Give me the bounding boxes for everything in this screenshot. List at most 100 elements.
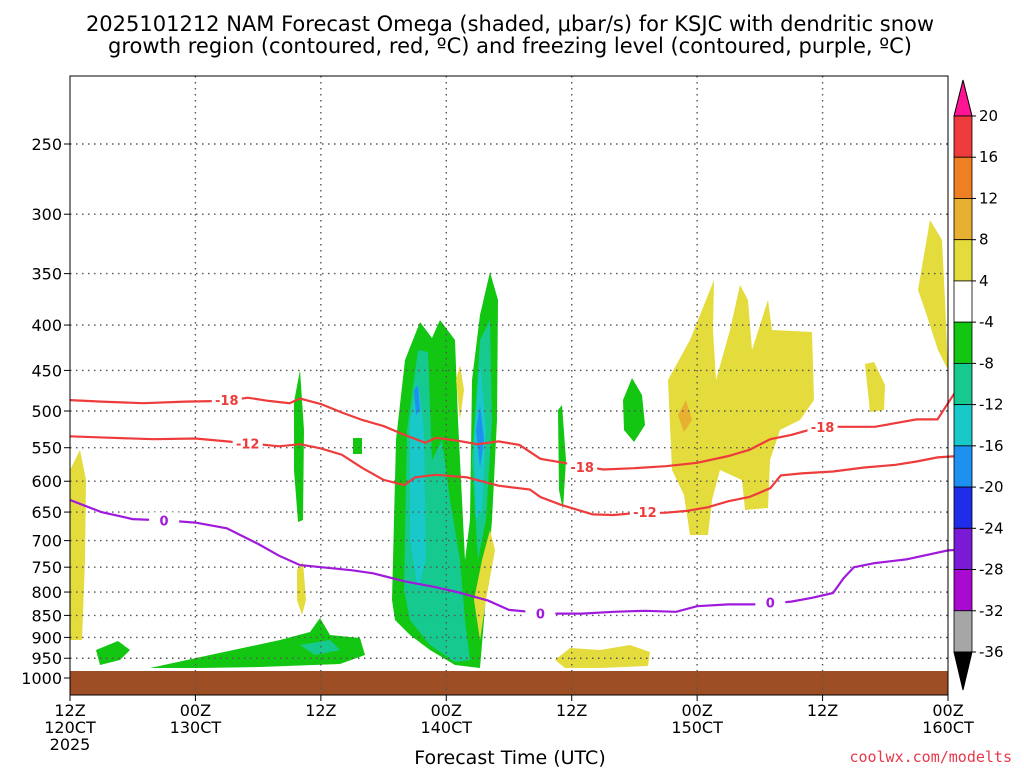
colorbar-segment	[953, 239, 973, 282]
colorbar-label: 12	[979, 189, 998, 207]
colorbar-segment	[953, 280, 973, 323]
contour-label--18: -18	[570, 461, 594, 476]
colorbar-segment	[953, 115, 973, 158]
yellow-region-mid-small	[456, 365, 464, 420]
contour-line--18	[69, 386, 960, 471]
x-tick-label: 00Z	[431, 701, 462, 720]
contour-label-bg	[232, 435, 263, 452]
colorbar-segment	[953, 569, 973, 612]
contour-label-bg	[567, 458, 598, 475]
chart-title-line-1: 2025101212 NAM Forecast Omega (shaded, μ…	[86, 12, 934, 36]
contour-label-bg	[525, 605, 556, 622]
green-region-small-1	[353, 438, 362, 454]
x-tick-label: 00Z	[681, 701, 712, 720]
x-axis-label: Forecast Time (UTC)	[414, 747, 605, 768]
contour-label--12: -12	[236, 437, 260, 452]
y-tick-label: 750	[31, 558, 62, 577]
contour-label-bg	[149, 512, 180, 529]
contour-label-bg	[629, 504, 660, 521]
contour-label-0: 0	[766, 596, 775, 611]
x-tick-label: 12Z	[305, 701, 336, 720]
plot-frame	[69, 75, 949, 696]
y-tick-label: 850	[31, 606, 62, 625]
y-tick-label: 600	[31, 472, 62, 491]
x-tick-label: 00Z	[180, 701, 211, 720]
colorbar-segment	[953, 445, 973, 488]
yellow-region-large-right	[668, 280, 814, 535]
green-region-low-broad	[150, 618, 365, 668]
green-region-blob	[623, 378, 645, 442]
y-tick-label: 650	[31, 503, 62, 522]
x-tick-label: 130CT	[170, 718, 222, 737]
x-tick-label: 12Z	[54, 701, 85, 720]
yellow-region-small-right	[865, 362, 885, 412]
contour-label--18: -18	[811, 421, 835, 436]
colorbar-segment	[953, 404, 973, 447]
credit-text: coolwx.com/modelts	[849, 748, 1012, 766]
colorbar-label: -4	[979, 313, 994, 331]
contour-label-bg	[211, 392, 242, 409]
colorbar-label: 20	[979, 107, 998, 125]
y-tick-label: 400	[31, 316, 62, 335]
x-tick-label: 150CT	[671, 718, 723, 737]
y-tick-label: 950	[31, 649, 62, 668]
temperature-contours: -18 -18 -18 -12 -12 0 0 0	[69, 386, 969, 623]
colorbar-segment	[953, 527, 973, 570]
grid-lines	[70, 76, 948, 695]
contour-label-0: 0	[536, 608, 545, 623]
y-tick-label: 900	[31, 628, 62, 647]
colorbar-label: 4	[979, 272, 989, 290]
x-tick-label: 12Z	[556, 701, 587, 720]
x-tick-label: 160CT	[922, 718, 974, 737]
y-tick-label: 300	[31, 205, 62, 224]
contour-label-0: 0	[160, 514, 169, 529]
y-tick-label: 1000	[21, 669, 62, 688]
yellow-region-mid-narrow	[474, 530, 495, 640]
x-tick-label: 140CT	[421, 718, 473, 737]
chart-title-line-2: growth region (contoured, red, ºC) and f…	[108, 34, 912, 58]
yellow-region-left-edge	[70, 450, 86, 640]
contour-label--12: -12	[633, 506, 657, 521]
colorbar-label: -20	[979, 478, 1004, 496]
plot-area: -18 -18 -18 -12 -12 0 0 0	[69, 75, 969, 696]
colorbar-segment	[953, 321, 973, 364]
colorbar-top-arrow	[953, 79, 973, 117]
colorbar-label: -28	[979, 561, 1004, 579]
y-tick-label: 800	[31, 583, 62, 602]
blue-core	[476, 405, 484, 468]
green-region-left-small	[96, 641, 130, 665]
colorbar-label: -12	[979, 396, 1004, 414]
colorbar-label: -8	[979, 354, 994, 372]
y-tick-label: 700	[31, 532, 62, 551]
colorbar-segment	[953, 486, 973, 529]
cyan-region-low	[300, 640, 340, 655]
colorbar-segment	[953, 362, 973, 406]
x-tick-label: 00Z	[932, 701, 963, 720]
y-tick-label: 250	[31, 135, 62, 154]
y-tick-label: 350	[31, 265, 62, 284]
colorbar-label: 16	[979, 148, 998, 166]
y-axis: 250 300 350 400 450 500 550 600 650 700 750 800 850 9…	[21, 135, 70, 688]
colorbar-label: -24	[979, 519, 1004, 537]
y-tick-label: 500	[31, 402, 62, 421]
colorbar-segment	[953, 198, 973, 241]
colorbar-label: -36	[979, 643, 1004, 661]
yellow-region-top-right	[918, 220, 948, 370]
colorbar-label: 8	[979, 231, 989, 249]
y-tick-label: 550	[31, 439, 62, 458]
colorbar-legend: 20 16 12 8 4 -4 -8 -12 -16 -20 -24 -28 -32 -36	[953, 79, 1004, 691]
contour-line-0	[69, 498, 969, 615]
orange-region-small	[678, 400, 692, 432]
green-region-narrow-2	[558, 405, 566, 510]
x-tick-label: 2025	[50, 735, 91, 754]
ground-surface	[70, 671, 948, 695]
contour-label--18: -18	[215, 394, 239, 409]
contour-label-bg	[755, 594, 786, 611]
yellow-region-narrow-1	[297, 562, 306, 615]
colorbar-bottom-arrow	[953, 651, 973, 691]
green-region-narrow-1	[294, 370, 304, 522]
colorbar-segment	[953, 156, 973, 199]
y-tick-label: 450	[31, 361, 62, 380]
